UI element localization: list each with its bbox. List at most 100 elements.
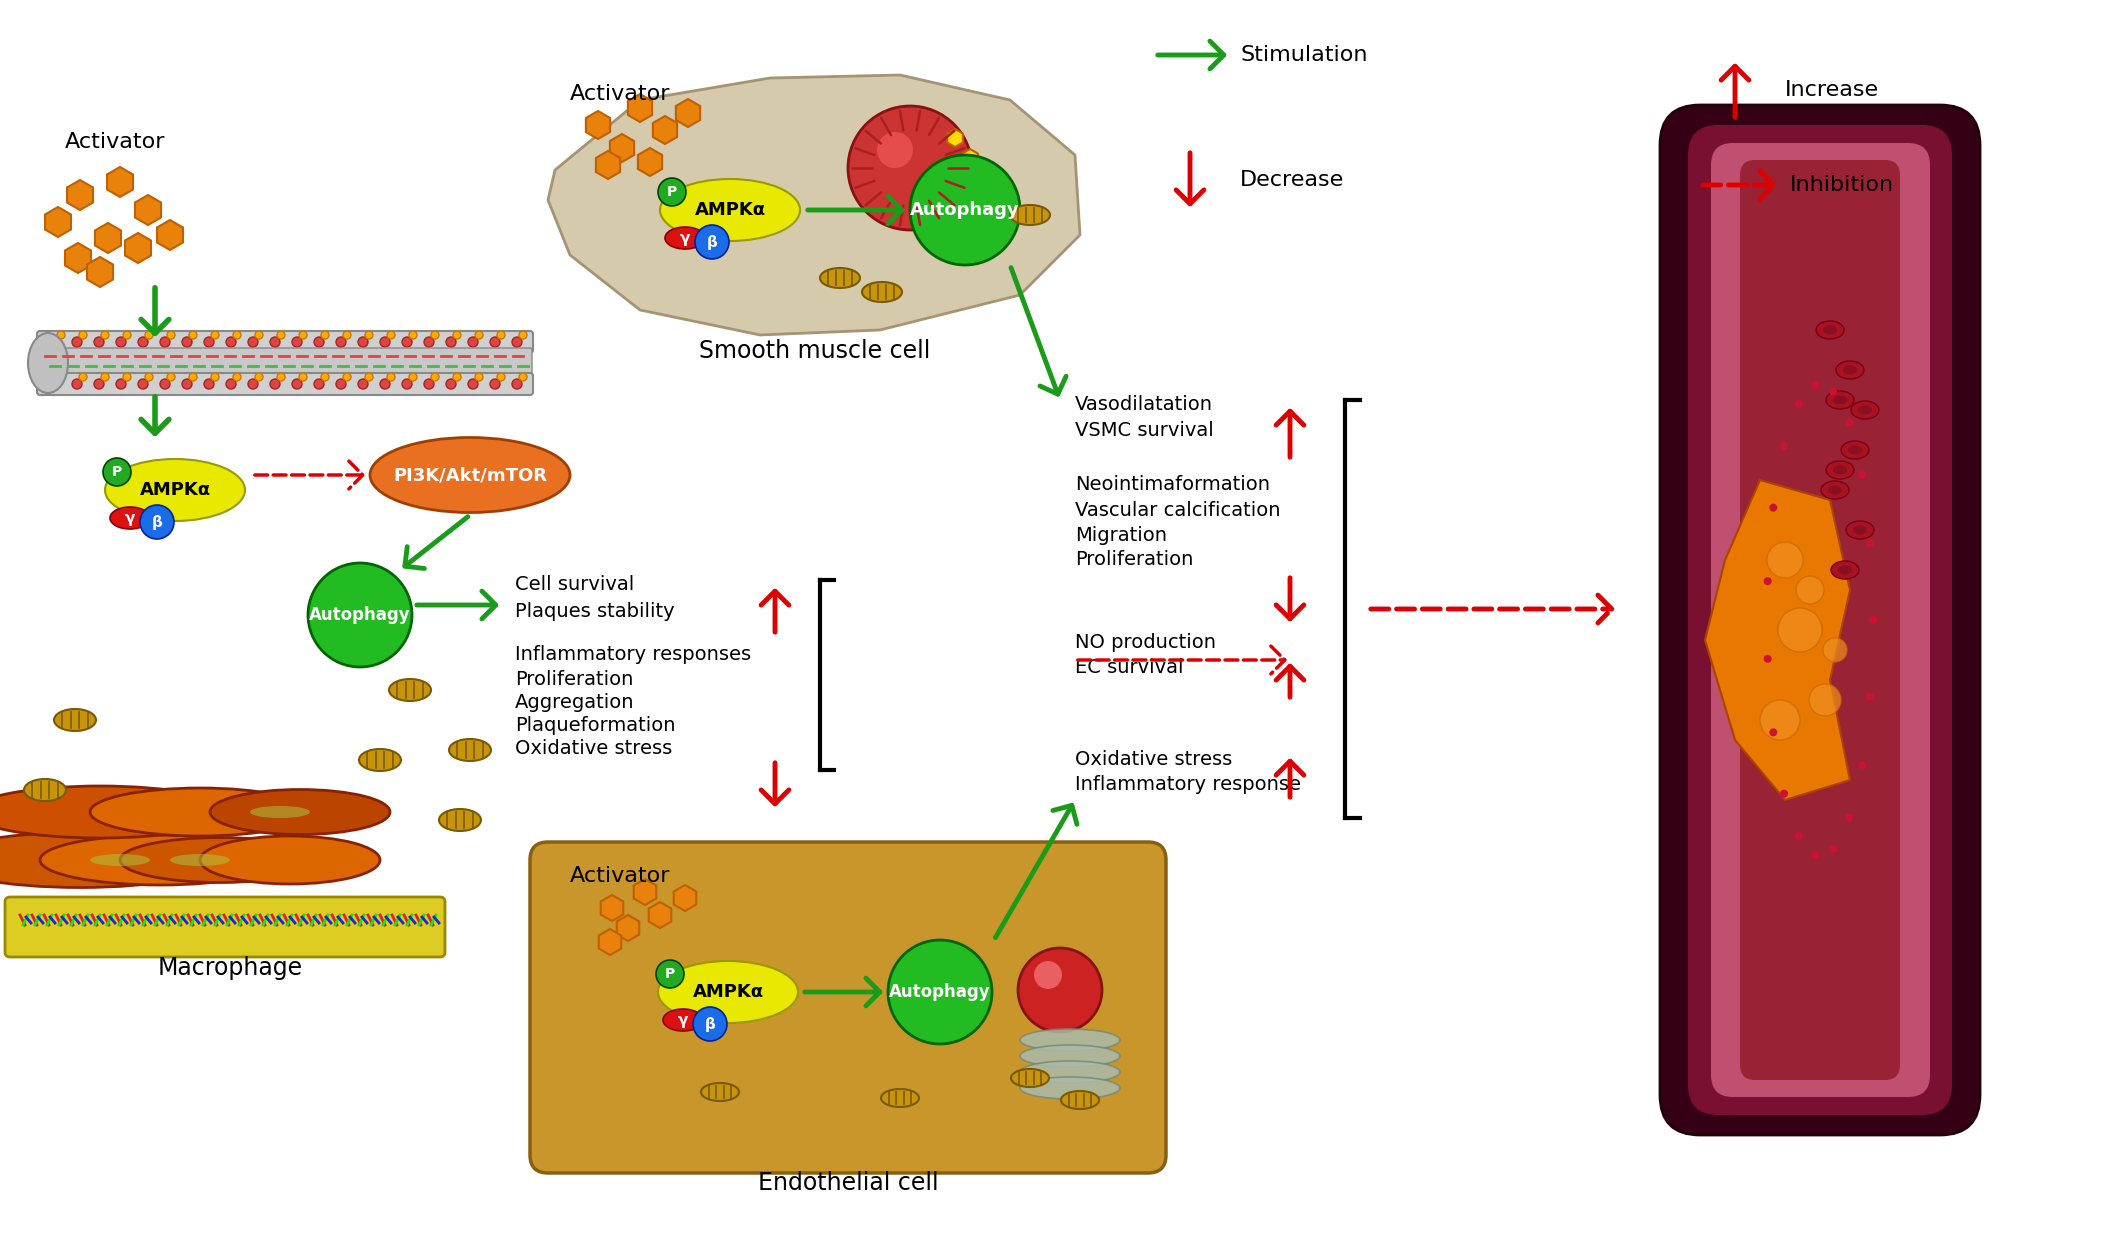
Circle shape	[1780, 790, 1789, 797]
Circle shape	[336, 379, 347, 389]
Ellipse shape	[662, 1009, 702, 1030]
Text: EC survival: EC survival	[1074, 658, 1183, 677]
FancyBboxPatch shape	[38, 373, 534, 396]
Ellipse shape	[1062, 1091, 1099, 1109]
Circle shape	[1829, 844, 1837, 853]
Ellipse shape	[1858, 405, 1873, 414]
Text: Plaqueformation: Plaqueformation	[515, 715, 675, 735]
Ellipse shape	[881, 1089, 919, 1107]
Text: AMPKα: AMPKα	[139, 481, 210, 498]
Circle shape	[1846, 813, 1854, 822]
Polygon shape	[549, 74, 1080, 335]
Text: β: β	[706, 234, 717, 249]
Circle shape	[387, 331, 395, 339]
Circle shape	[490, 379, 500, 389]
Circle shape	[469, 337, 477, 347]
Circle shape	[1829, 387, 1837, 396]
Ellipse shape	[1009, 205, 1051, 224]
Ellipse shape	[1837, 565, 1852, 574]
Circle shape	[124, 331, 130, 339]
Polygon shape	[44, 207, 71, 237]
Circle shape	[658, 179, 685, 206]
Text: P: P	[666, 185, 677, 198]
Ellipse shape	[1019, 1029, 1120, 1052]
Circle shape	[160, 379, 170, 389]
Circle shape	[322, 373, 330, 381]
Ellipse shape	[1829, 486, 1841, 495]
Text: Autophagy: Autophagy	[889, 983, 990, 1001]
Circle shape	[1770, 503, 1778, 512]
Ellipse shape	[23, 779, 65, 801]
Circle shape	[887, 940, 992, 1044]
Circle shape	[475, 373, 483, 381]
Circle shape	[496, 373, 504, 381]
Circle shape	[694, 1007, 727, 1042]
Polygon shape	[95, 223, 122, 253]
Text: Aggregation: Aggregation	[515, 693, 635, 712]
Text: Decrease: Decrease	[1240, 170, 1345, 190]
Text: Vascular calcification: Vascular calcification	[1074, 501, 1280, 520]
Circle shape	[1795, 832, 1804, 841]
Circle shape	[248, 337, 259, 347]
Circle shape	[139, 379, 147, 389]
Polygon shape	[124, 233, 151, 263]
Text: Stimulation: Stimulation	[1240, 45, 1368, 64]
FancyBboxPatch shape	[1740, 160, 1900, 1080]
Circle shape	[401, 379, 412, 389]
FancyBboxPatch shape	[38, 348, 532, 378]
Circle shape	[1795, 399, 1804, 408]
Circle shape	[254, 331, 263, 339]
Text: γ: γ	[679, 231, 689, 246]
Circle shape	[357, 337, 368, 347]
Circle shape	[71, 379, 82, 389]
Text: β: β	[704, 1017, 715, 1032]
Ellipse shape	[105, 459, 246, 521]
Ellipse shape	[658, 961, 799, 1023]
Circle shape	[454, 331, 460, 339]
Text: γ: γ	[124, 511, 135, 526]
Ellipse shape	[55, 709, 97, 732]
FancyBboxPatch shape	[4, 897, 446, 957]
Text: Cell survival: Cell survival	[515, 575, 635, 594]
Circle shape	[277, 331, 286, 339]
Polygon shape	[675, 885, 696, 911]
Polygon shape	[948, 129, 963, 148]
Circle shape	[277, 373, 286, 381]
Circle shape	[1768, 542, 1804, 578]
Circle shape	[401, 337, 412, 347]
Circle shape	[1810, 684, 1841, 715]
Polygon shape	[628, 94, 652, 122]
Polygon shape	[86, 257, 114, 286]
Ellipse shape	[862, 281, 902, 303]
Circle shape	[1869, 616, 1877, 624]
Ellipse shape	[200, 836, 380, 884]
Polygon shape	[650, 901, 671, 928]
Ellipse shape	[1011, 1069, 1049, 1087]
Polygon shape	[158, 219, 183, 250]
Circle shape	[80, 373, 86, 381]
Circle shape	[1780, 443, 1789, 450]
Circle shape	[50, 379, 61, 389]
Ellipse shape	[40, 835, 280, 885]
Circle shape	[519, 331, 528, 339]
Circle shape	[57, 331, 65, 339]
Text: Neointimaformation: Neointimaformation	[1074, 475, 1270, 494]
Ellipse shape	[1843, 366, 1856, 374]
Circle shape	[380, 337, 391, 347]
FancyBboxPatch shape	[1688, 125, 1953, 1115]
Polygon shape	[963, 149, 977, 167]
Circle shape	[387, 373, 395, 381]
Circle shape	[1764, 655, 1772, 663]
Text: Proliferation: Proliferation	[515, 670, 633, 689]
Text: AMPKα: AMPKα	[694, 201, 765, 219]
Circle shape	[366, 373, 372, 381]
Ellipse shape	[664, 227, 704, 249]
FancyBboxPatch shape	[1711, 143, 1930, 1097]
Ellipse shape	[370, 438, 570, 512]
Polygon shape	[65, 243, 90, 273]
FancyBboxPatch shape	[1661, 105, 1980, 1135]
FancyBboxPatch shape	[530, 842, 1167, 1173]
Circle shape	[431, 373, 439, 381]
Ellipse shape	[1833, 396, 1848, 404]
Ellipse shape	[210, 790, 391, 835]
